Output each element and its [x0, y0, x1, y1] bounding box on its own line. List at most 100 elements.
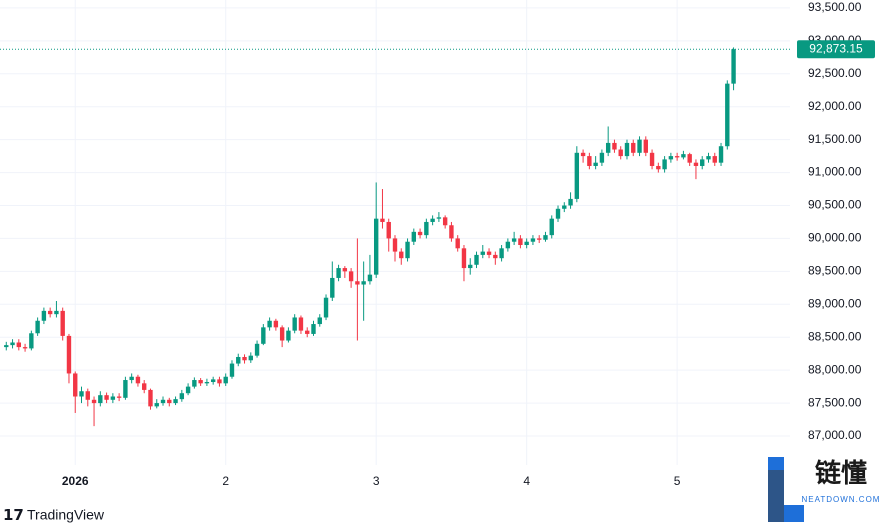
candle-body — [480, 251, 485, 255]
watermark-logo-shade — [768, 470, 784, 522]
candle-body — [618, 149, 623, 157]
candle-body — [66, 335, 72, 374]
candle-body — [468, 264, 473, 269]
candle-body — [192, 380, 197, 387]
candle-body — [537, 238, 542, 240]
watermark-subtitle: NEATDOWN.COM — [802, 495, 881, 504]
candle-body — [148, 389, 153, 407]
candle-body — [286, 330, 291, 341]
candle-body — [79, 391, 84, 397]
candle-body — [355, 281, 360, 285]
candle-body — [123, 380, 128, 398]
branding: TradingView — [27, 507, 105, 523]
candle-body — [486, 251, 492, 255]
candle-body — [160, 399, 166, 404]
y-tick-label: 92,000.00 — [808, 99, 862, 113]
candle-body — [605, 142, 611, 153]
candle-body — [568, 198, 573, 206]
y-tick-label: 91,500.00 — [808, 132, 862, 146]
candle-body — [261, 327, 266, 344]
candle-body — [248, 355, 253, 361]
candle-body — [10, 342, 15, 346]
x-tick-label: 2 — [222, 474, 229, 488]
candle-body — [279, 327, 285, 341]
candle-body — [292, 317, 297, 331]
candle-body — [361, 281, 366, 285]
candle-body — [725, 83, 730, 147]
candle-body — [380, 218, 385, 222]
candle-body — [549, 218, 554, 236]
x-tick-label: 5 — [674, 474, 681, 488]
candle-body — [210, 379, 216, 383]
candle-body — [643, 139, 648, 153]
candle-body — [455, 238, 460, 249]
candle-body — [524, 241, 529, 246]
candle-body — [73, 373, 78, 397]
candle-body — [574, 152, 580, 199]
candle-body — [129, 376, 134, 381]
y-tick-label: 88,500.00 — [808, 329, 862, 343]
candle-body — [185, 386, 191, 394]
candle-body — [461, 248, 467, 269]
candle-body — [373, 218, 379, 275]
candle-body — [198, 380, 203, 384]
candle-body — [580, 152, 586, 157]
candle-body — [236, 356, 241, 364]
candle-body — [4, 345, 9, 348]
candle-body — [505, 241, 511, 249]
candle-body — [229, 363, 235, 377]
last-price-label: 92,873.15 — [809, 41, 863, 55]
candle-body — [85, 391, 90, 400]
candle-body — [267, 320, 272, 328]
candle-body — [631, 142, 636, 153]
y-tick-label: 87,000.00 — [808, 428, 862, 442]
candle-body — [562, 205, 567, 209]
watermark-title: 链懂 — [815, 458, 867, 488]
candles — [0, 47, 790, 427]
candle-body — [436, 217, 442, 219]
candle-body — [392, 238, 398, 252]
candle-body — [35, 320, 40, 334]
candle-body — [104, 395, 109, 400]
candle-body — [98, 395, 103, 404]
candle-body — [674, 156, 680, 158]
logo-mark: 𝟭𝟳 — [3, 507, 24, 524]
grid — [0, 0, 790, 465]
axes: 87,000.00 87,500.00 88,000.00 88,500.00 89,0… — [62, 0, 875, 488]
candle-body — [323, 297, 329, 318]
candle-body — [173, 399, 178, 404]
candle-body — [706, 156, 711, 160]
candle-body — [342, 268, 348, 272]
candle-body — [555, 208, 561, 219]
last-price-box — [797, 40, 875, 59]
candle-body — [637, 139, 642, 153]
candle-body — [16, 342, 22, 348]
candle-body — [593, 162, 598, 166]
candle-body — [305, 330, 310, 334]
candle-body — [386, 221, 391, 239]
candle-body — [668, 156, 674, 160]
candle-body — [624, 142, 630, 157]
candle-body — [217, 379, 222, 384]
candle-body — [424, 221, 429, 236]
y-tick-label: 90,000.00 — [808, 231, 862, 245]
candle-body — [204, 382, 210, 384]
candle-body — [54, 310, 59, 315]
y-tick-label: 87,500.00 — [808, 395, 862, 409]
candle-body — [518, 238, 523, 246]
x-tick-label: 3 — [373, 474, 380, 488]
candle-body — [731, 49, 736, 84]
candle-body — [656, 165, 661, 170]
candle-body — [142, 383, 147, 390]
y-tick-label: 93,500.00 — [808, 0, 862, 14]
candle-body — [179, 393, 185, 400]
candle-body — [336, 268, 341, 278]
candle-body — [511, 238, 517, 242]
candle-body — [298, 317, 304, 331]
candle-body — [29, 333, 34, 349]
candle-body — [399, 251, 404, 259]
candle-body — [493, 254, 498, 259]
candle-body — [530, 238, 536, 242]
candle-body — [91, 399, 97, 404]
candle-body — [442, 217, 448, 226]
